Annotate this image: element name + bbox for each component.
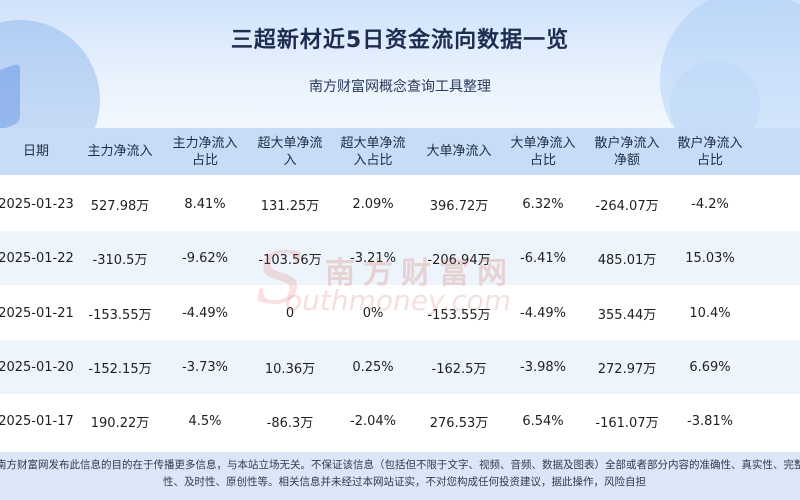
cell-retail-inflow: 272.97万 <box>597 361 657 377</box>
cell-xl-inflow: 131.25万 <box>260 198 320 214</box>
page-title: 三超新材近5日资金流向数据一览 <box>230 28 570 53</box>
cell-main-ratio: -4.49% <box>182 305 228 321</box>
cell-large-ratio: 6.32% <box>522 196 564 212</box>
column-header-large-ratio: 大单净流入 占比 <box>510 135 576 168</box>
cell-large-ratio: -6.41% <box>520 250 566 266</box>
page-subtitle: 南方财富网概念查询工具整理 <box>309 79 491 95</box>
cell-retail-inflow: -264.07万 <box>595 198 659 214</box>
cell-date: 2025-01-21 <box>0 305 74 321</box>
column-header-xl-inflow: 超大单净流 入 <box>257 135 323 168</box>
cell-large-inflow: -153.55万 <box>427 307 491 323</box>
column-header-large-inflow: 大单净流入 <box>426 144 492 159</box>
decor-circle <box>670 60 760 128</box>
disclaimer-line: 南方财富网发布此信息的目的在于传播更多信息，与本站立场无关。不保证该信息（包括但… <box>0 459 800 471</box>
cell-main-inflow: -153.55万 <box>88 307 152 323</box>
cell-date: 2025-01-22 <box>0 250 74 266</box>
cell-xl-inflow: -86.3万 <box>266 415 314 431</box>
cell-retail-inflow: 485.01万 <box>597 252 657 268</box>
table-row: 2025-01-21 -153.55万 -4.49% 0 0% -153.55万 -4.49… <box>0 286 800 340</box>
cell-large-inflow: -206.94万 <box>427 252 491 268</box>
cell-retail-ratio: -4.2% <box>691 196 729 212</box>
cell-retail-ratio: 10.4% <box>689 305 731 321</box>
cell-large-ratio: 6.54% <box>522 413 564 429</box>
column-header-retail-ratio: 散户净流入 占比 <box>677 135 743 168</box>
cell-retail-ratio: 6.69% <box>689 359 731 375</box>
table-header: 日期 主力净流入 主力净流入 占比 超大单净流 入超大单净流 入占比 大单净流入 大单净流… <box>0 128 800 175</box>
cell-large-inflow: -162.5万 <box>431 361 487 377</box>
cell-date: 2025-01-23 <box>0 196 74 212</box>
column-header-xl-ratio: 超大单净流 入占比 <box>340 135 406 168</box>
cell-main-ratio: 8.41% <box>184 196 226 212</box>
cell-xl-ratio: 0.25% <box>352 359 394 375</box>
cell-date: 2025-01-17 <box>0 413 74 429</box>
cell-retail-inflow: 355.44万 <box>597 307 657 323</box>
cell-xl-inflow: -103.56万 <box>258 252 322 268</box>
disclaimer-line: 性、及时性、原创性等。相关信息并未经过本网站证实，不对您构成任何投资建议，据此操… <box>163 476 646 488</box>
table-row: 2025-01-23 527.98万 8.41% 131.25万 2.09% 396.72… <box>0 177 800 231</box>
cell-main-ratio: -9.62% <box>182 250 228 266</box>
cell-date: 2025-01-20 <box>0 359 74 375</box>
cell-large-ratio: -3.98% <box>520 359 566 375</box>
cell-xl-inflow: 10.36万 <box>264 361 316 377</box>
column-header-retail-inflow: 散户净流入 净额 <box>594 135 660 168</box>
cell-main-inflow: 527.98万 <box>90 198 150 214</box>
cell-large-ratio: -4.49% <box>520 305 566 321</box>
disclaimer-footer: 南方财富网发布此信息的目的在于传播更多信息，与本站立场无关。不保证该信息（包括但… <box>0 452 800 500</box>
table-row: 2025-01-22 -310.5万 -9.62% -103.56万 -3.21% -20… <box>0 231 800 285</box>
cell-large-inflow: 396.72万 <box>429 198 489 214</box>
table-row: 2025-01-17 190.22万 4.5% -86.3万 -2.04% 276.53万… <box>0 394 800 448</box>
cell-main-inflow: -310.5万 <box>92 252 148 268</box>
cell-main-ratio: 4.5% <box>188 413 222 429</box>
column-header-main-ratio: 主力净流入 占比 <box>172 135 238 168</box>
cell-xl-ratio: -3.21% <box>350 250 396 266</box>
header-banner: 三超新材近5日资金流向数据一览 南方财富网概念查询工具整理 <box>0 0 800 128</box>
cell-main-inflow: 190.22万 <box>90 415 150 431</box>
cell-retail-inflow: -161.07万 <box>595 415 659 431</box>
column-header-main-inflow: 主力净流入 <box>87 144 153 159</box>
cell-xl-ratio: 2.09% <box>352 196 394 212</box>
cell-retail-ratio: -3.81% <box>687 413 733 429</box>
cell-xl-ratio: 0% <box>362 305 384 321</box>
cell-main-ratio: -3.73% <box>182 359 228 375</box>
table-row: 2025-01-20 -152.15万 -3.73% 10.36万 0.25% -162.… <box>0 340 800 394</box>
column-header-date: 日期 <box>22 144 49 159</box>
cell-main-inflow: -152.15万 <box>88 361 152 377</box>
cell-large-inflow: 276.53万 <box>429 415 489 431</box>
cell-xl-ratio: -2.04% <box>350 413 396 429</box>
cell-retail-ratio: 15.03% <box>685 250 735 266</box>
cell-xl-inflow: 0 <box>285 305 295 321</box>
